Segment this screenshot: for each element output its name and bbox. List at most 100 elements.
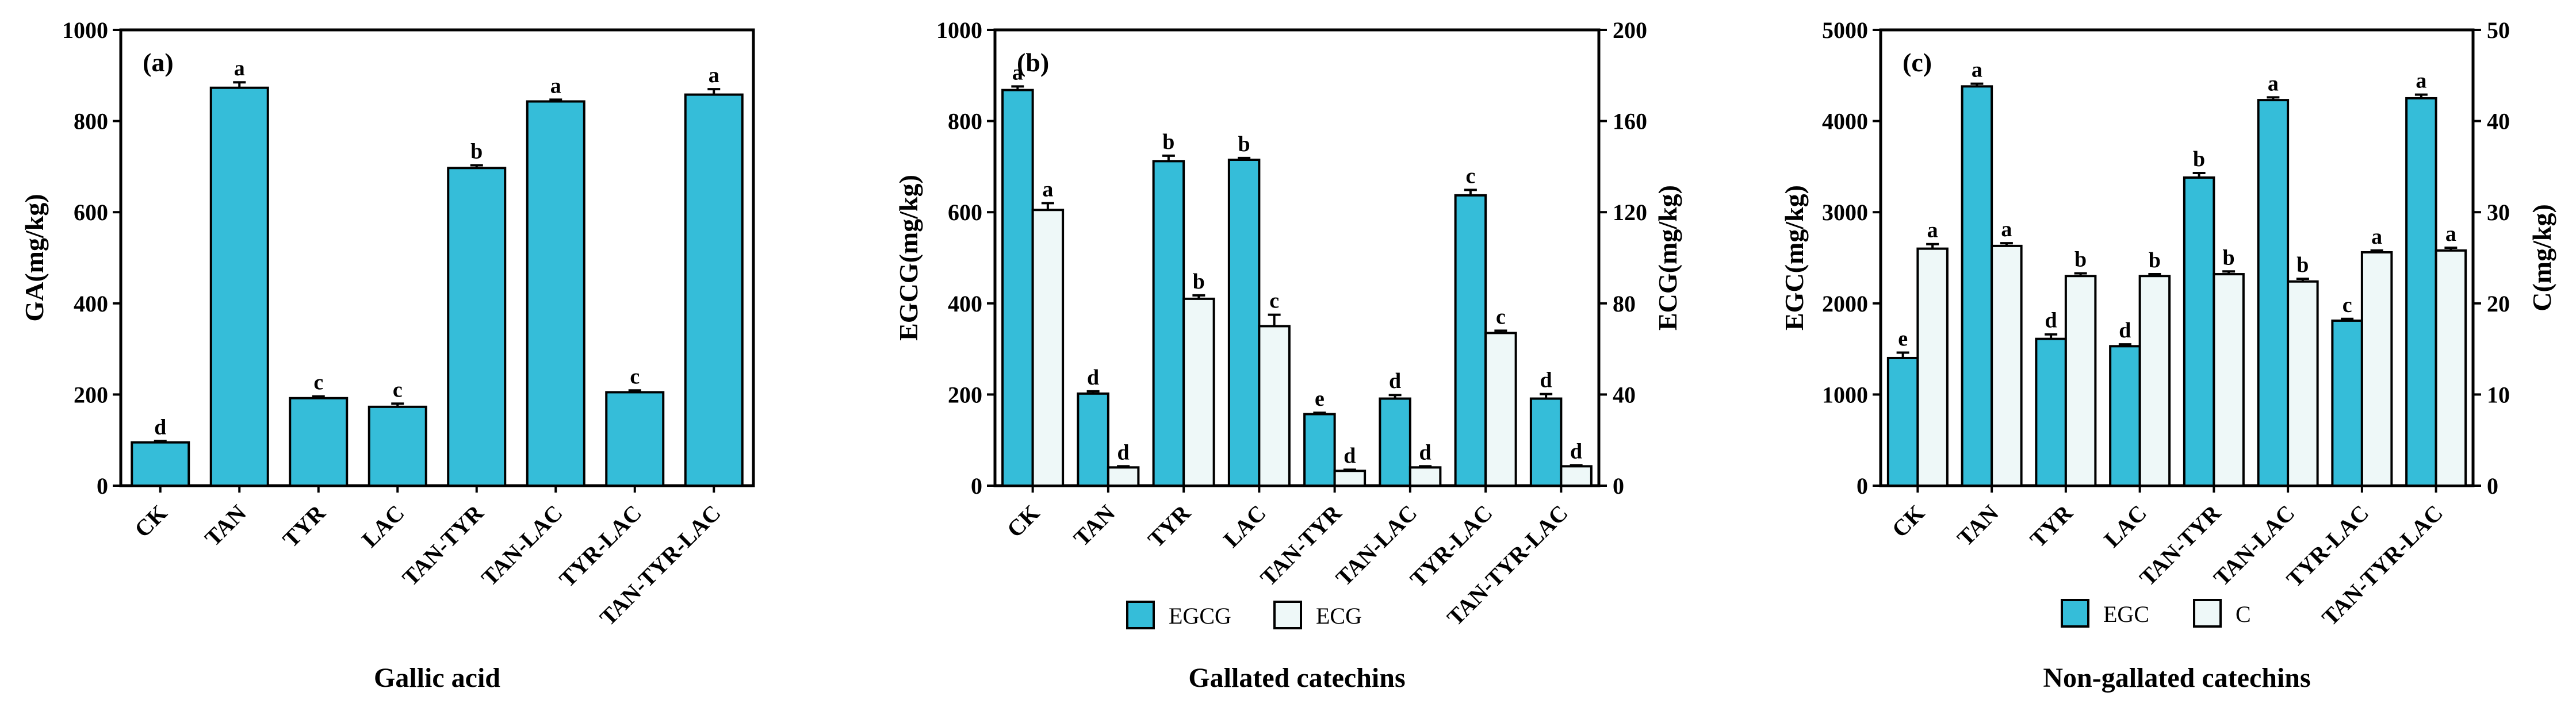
y-tick-label: 0 bbox=[1857, 473, 1868, 499]
y-tick-label: 400 bbox=[74, 291, 108, 317]
y-right-tick-label: 120 bbox=[1613, 199, 1647, 225]
significance-letter: e bbox=[1898, 326, 1908, 351]
bar-ga bbox=[209, 86, 269, 487]
y-right-tick-label: 40 bbox=[1613, 382, 1636, 408]
bar-egcg bbox=[1077, 392, 1109, 487]
y-tick-label: 0 bbox=[971, 473, 982, 499]
bar-egc bbox=[2405, 97, 2437, 487]
y-tick-label: 400 bbox=[948, 291, 982, 317]
bar-egcg bbox=[1379, 397, 1411, 487]
significance-letter: a bbox=[2445, 222, 2456, 246]
bar-c bbox=[2435, 249, 2467, 487]
y-tick-label: 800 bbox=[74, 109, 108, 134]
significance-letter: b bbox=[2074, 247, 2087, 271]
significance-letter: a bbox=[550, 74, 561, 98]
bar-egcg bbox=[1152, 160, 1185, 487]
x-category-label: TAN-LAC bbox=[476, 500, 568, 591]
significance-letter: a bbox=[234, 56, 245, 80]
significance-letter: a bbox=[1042, 177, 1053, 201]
chart-panel-1: 0 200 400 600 800 1000 GA(mg/kg) (a) d a c c b a c a CK T… bbox=[20, 17, 755, 693]
significance-letter: a bbox=[2371, 225, 2382, 249]
significance-letter: c bbox=[1269, 289, 1279, 313]
y-axis-label-right: ECG(mg/kg) bbox=[1653, 185, 1682, 330]
bar-ga bbox=[447, 167, 507, 487]
legend-swatch-egc bbox=[2061, 599, 2089, 628]
bar-egcg bbox=[1001, 89, 1034, 487]
significance-letter: a bbox=[2001, 217, 2012, 241]
bar-ecg bbox=[1182, 297, 1215, 487]
y-right-tick-label: 10 bbox=[2487, 382, 2510, 408]
y-tick-label: 200 bbox=[948, 382, 982, 408]
significance-letter: a bbox=[1972, 58, 1982, 82]
panel-label: (c) bbox=[1903, 48, 1932, 77]
bar-ga bbox=[684, 93, 744, 487]
bar-c bbox=[2287, 280, 2319, 487]
chart-panel-3: 0 1000 2000 3000 4000 5000 0 10 20 30 40 50 EGC(mg/k… bbox=[1779, 17, 2556, 693]
y-right-tick-label: 160 bbox=[1613, 109, 1647, 134]
x-category-label: LAC bbox=[1218, 500, 1271, 553]
chart-panel-2: 0 200 400 600 800 1000 0 40 80 120 160 200 EGCG(mg/k… bbox=[894, 17, 1682, 693]
significance-letter: b bbox=[470, 140, 483, 164]
y-tick-label: 200 bbox=[74, 382, 108, 408]
bar-ecg bbox=[1560, 465, 1593, 487]
bar-ecg bbox=[1408, 466, 1442, 487]
bar-ecg bbox=[1258, 325, 1291, 487]
panel-label: (b) bbox=[1017, 48, 1049, 77]
legend-swatch-c bbox=[2193, 599, 2222, 628]
y-right-tick-label: 50 bbox=[2487, 17, 2510, 43]
bar-ecg bbox=[1107, 466, 1140, 487]
y-tick-label: 4000 bbox=[1822, 109, 1868, 134]
y-tick-label: 0 bbox=[97, 473, 108, 499]
bar-egc bbox=[2183, 176, 2215, 487]
bar-c bbox=[2213, 273, 2245, 487]
significance-letter: b bbox=[1193, 270, 1205, 294]
significance-letter: d bbox=[1540, 368, 1552, 393]
y-tick-label: 600 bbox=[74, 199, 108, 225]
bar-egc bbox=[2109, 345, 2141, 487]
significance-letter: c bbox=[393, 378, 403, 402]
significance-letter: d bbox=[154, 415, 166, 439]
y-tick-label: 3000 bbox=[1822, 199, 1868, 225]
significance-letter: d bbox=[1419, 440, 1431, 464]
y-axis-label-right: C(mg/kg) bbox=[2527, 204, 2556, 312]
bar-ga bbox=[526, 100, 585, 487]
bar-ga bbox=[131, 441, 190, 487]
y-tick-label: 1000 bbox=[936, 17, 982, 43]
x-category-label: TYR bbox=[1143, 499, 1196, 552]
panel-title: Non-gallated catechins bbox=[2043, 663, 2310, 693]
significance-letter: b bbox=[2149, 248, 2161, 272]
x-category-label: TAN-TYR bbox=[1255, 499, 1346, 591]
significance-letter: d bbox=[1087, 366, 1099, 390]
y-right-tick-label: 200 bbox=[1613, 17, 1647, 43]
bar-ecg bbox=[1031, 209, 1065, 487]
y-right-tick-label: 30 bbox=[2487, 199, 2510, 225]
y-axis-label: EGC(mg/kg) bbox=[1779, 185, 1809, 330]
significance-letter: d bbox=[1389, 369, 1401, 393]
y-tick-label: 5000 bbox=[1822, 17, 1868, 43]
significance-letter: c bbox=[2342, 293, 2352, 317]
bar-ecg bbox=[1484, 332, 1517, 487]
significance-letter: d bbox=[2045, 309, 2057, 333]
significance-letter: c bbox=[1465, 164, 1475, 188]
y-tick-label: 1000 bbox=[1822, 382, 1868, 408]
bar-egcg bbox=[1303, 413, 1336, 487]
legend-swatch-egcg bbox=[1126, 601, 1155, 629]
significance-letter: a bbox=[2268, 71, 2279, 95]
legend-label-egc: EGC bbox=[2103, 601, 2149, 627]
significance-letter: a bbox=[1927, 218, 1938, 243]
y-axis-label: EGCG(mg/kg) bbox=[894, 175, 923, 341]
bar-egc bbox=[1961, 85, 1993, 487]
significance-letter: c bbox=[630, 364, 640, 389]
bar-ga bbox=[289, 397, 349, 487]
bar-c bbox=[2360, 251, 2393, 487]
significance-letter: d bbox=[1570, 439, 1582, 463]
plot-frame bbox=[119, 28, 755, 487]
y-tick-label: 600 bbox=[948, 199, 982, 225]
x-category-label: LAC bbox=[357, 500, 409, 553]
bar-ecg bbox=[1333, 470, 1367, 487]
x-category-label: TAN bbox=[1952, 499, 2004, 551]
plot-frame bbox=[993, 28, 1601, 487]
y-tick-label: 800 bbox=[948, 109, 982, 134]
significance-letter: b bbox=[1238, 132, 1250, 156]
